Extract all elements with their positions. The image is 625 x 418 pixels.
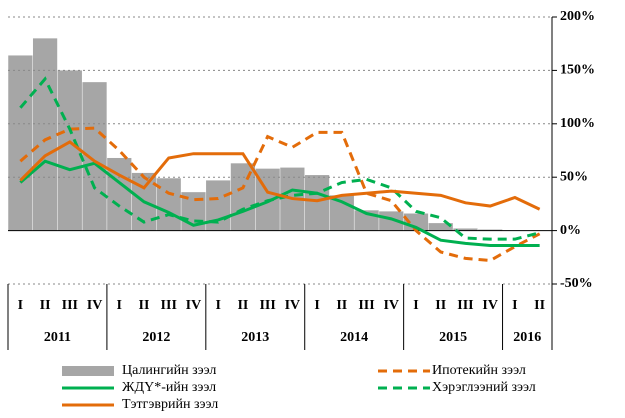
y-tick-label: -50% xyxy=(560,276,593,291)
year-label: 2016 xyxy=(513,330,541,345)
x-tick-label: II xyxy=(237,298,248,313)
year-label: 2014 xyxy=(340,330,368,345)
legend-swatch xyxy=(62,366,114,376)
x-tick-label: III xyxy=(62,298,78,313)
legend-label: Тэтгэврийн зээл xyxy=(122,397,218,412)
bar xyxy=(57,70,82,231)
x-tick-label: II xyxy=(435,298,446,313)
x-tick-label: I xyxy=(18,298,23,313)
x-tick-label: IV xyxy=(87,298,103,313)
bar xyxy=(32,38,58,231)
year-label: 2012 xyxy=(142,330,170,345)
x-tick-label: III xyxy=(457,298,473,313)
x-tick-label: II xyxy=(336,298,347,313)
x-tick-label: IV xyxy=(482,298,498,313)
bar xyxy=(428,223,453,231)
x-tick-label: I xyxy=(215,298,220,313)
bar xyxy=(478,229,503,231)
line-series xyxy=(19,76,541,241)
x-tick-label: I xyxy=(413,298,418,313)
legend-label: ЖДҮ*-ийн зээл xyxy=(122,380,216,395)
x-tick-label: IV xyxy=(383,298,399,313)
x-tick-label: II xyxy=(139,298,150,313)
y-tick-label: 0% xyxy=(560,223,581,238)
x-tick-label: I xyxy=(314,298,319,313)
year-label: 2013 xyxy=(241,330,269,345)
year-label: 2011 xyxy=(44,330,71,345)
x-tick-label: IV xyxy=(285,298,301,313)
bar xyxy=(453,228,478,231)
y-tick-label: 200% xyxy=(560,9,595,24)
year-label: 2015 xyxy=(439,330,467,345)
legend-label: Ипотекийн зээл xyxy=(432,363,526,378)
line-series xyxy=(19,126,541,263)
y-tick-label: 50% xyxy=(560,169,588,184)
x-tick-label: I xyxy=(117,298,122,313)
bar xyxy=(304,175,330,231)
legend-label: Цалингийн зээл xyxy=(122,363,216,378)
legend-label: Хэрэглээний зээл xyxy=(432,380,536,395)
y-tick-label: 100% xyxy=(560,116,595,131)
x-tick-label: I xyxy=(512,298,517,313)
x-tick-label: IV xyxy=(186,298,202,313)
x-tick-label: II xyxy=(40,298,51,313)
y-tick-label: 150% xyxy=(560,63,595,78)
x-tick-label: III xyxy=(358,298,374,313)
x-tick-label: III xyxy=(161,298,177,313)
x-tick-label: III xyxy=(259,298,275,313)
bar xyxy=(8,55,33,231)
line-series xyxy=(19,140,541,211)
x-tick-label: II xyxy=(534,298,545,313)
